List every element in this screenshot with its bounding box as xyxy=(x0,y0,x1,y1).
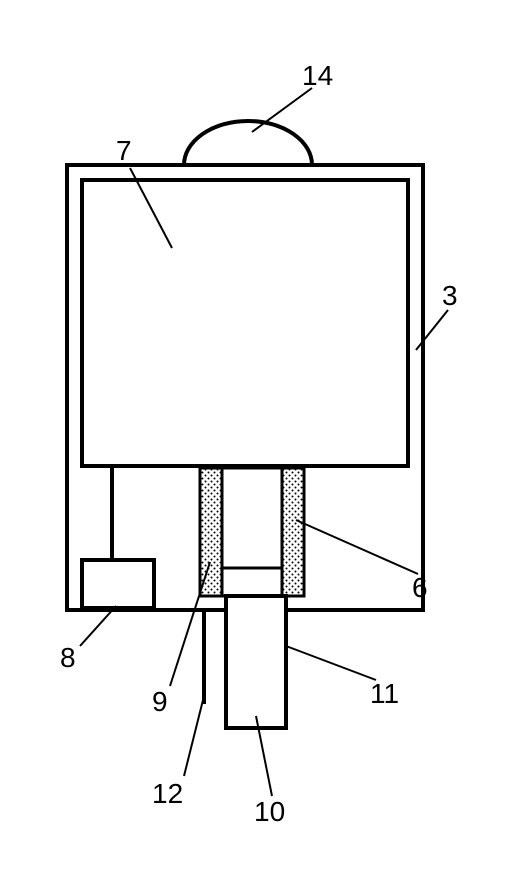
label-7: 7 xyxy=(116,135,132,167)
hatched-left xyxy=(200,468,222,596)
label-3: 3 xyxy=(442,280,458,312)
dome xyxy=(184,121,312,165)
leader-12 xyxy=(184,696,204,776)
leader-14 xyxy=(252,88,312,132)
leader-3 xyxy=(416,310,448,350)
center-stem xyxy=(226,596,286,728)
label-6: 6 xyxy=(412,572,428,604)
leader-11 xyxy=(286,646,376,680)
leader-6 xyxy=(296,520,418,574)
label-8: 8 xyxy=(60,642,76,674)
center-lower-gap xyxy=(222,568,282,596)
label-12: 12 xyxy=(152,778,183,810)
label-10: 10 xyxy=(254,796,285,828)
label-9: 9 xyxy=(152,686,168,718)
inner-box xyxy=(82,180,408,466)
small-box xyxy=(82,560,154,608)
center-top xyxy=(222,468,282,568)
hatched-right xyxy=(282,468,304,596)
label-11: 11 xyxy=(370,678,399,710)
label-14: 14 xyxy=(302,60,333,92)
